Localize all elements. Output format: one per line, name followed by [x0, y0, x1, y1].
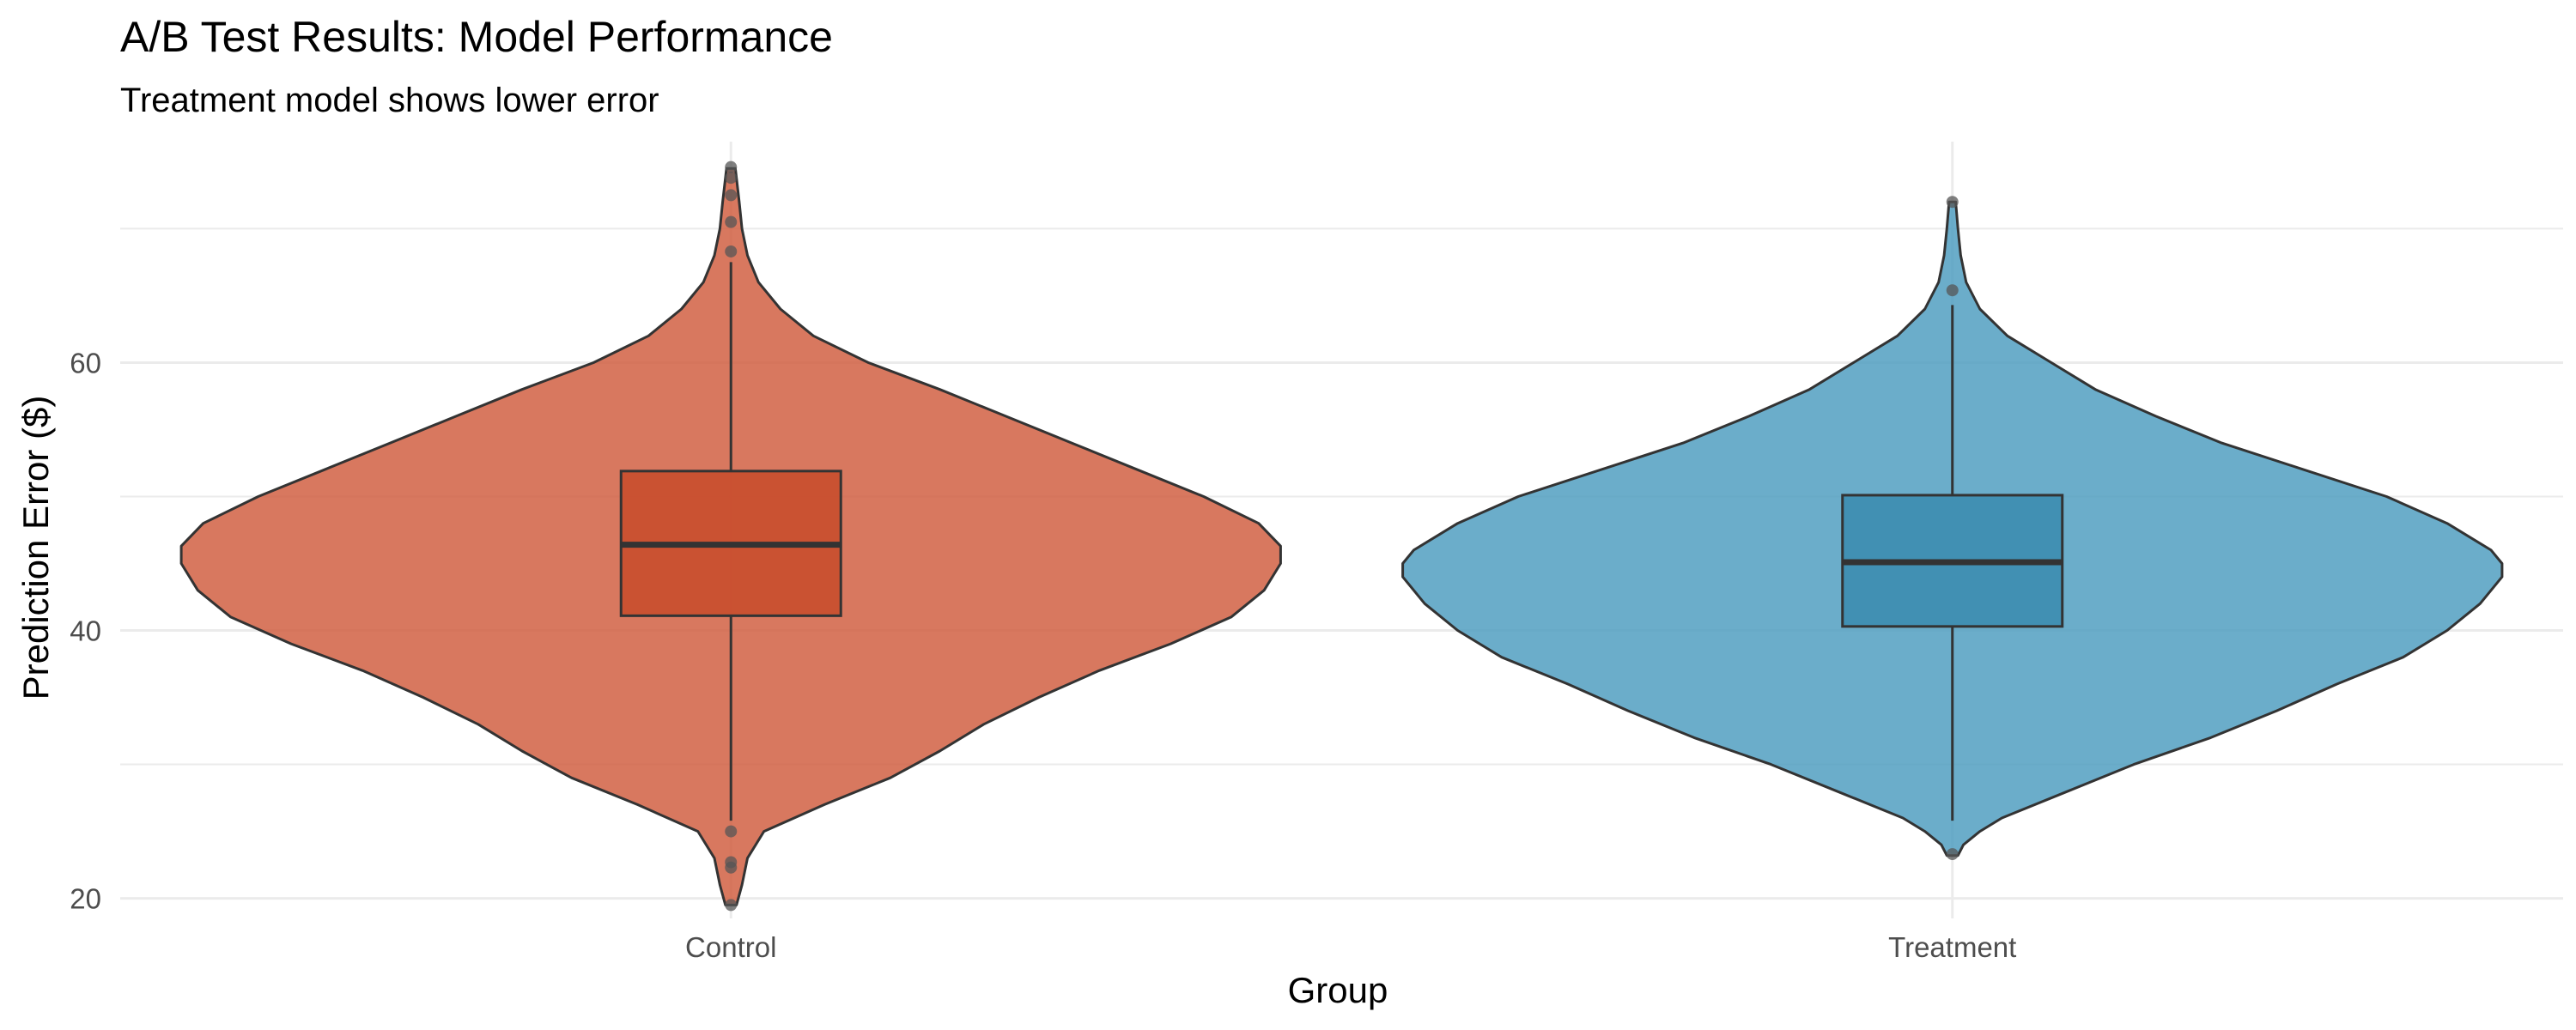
outlier-point — [725, 189, 738, 202]
x-tick-label: Control — [685, 931, 776, 963]
outlier-point — [725, 215, 738, 228]
outlier-point — [725, 856, 738, 869]
y-tick-label: 40 — [70, 615, 101, 647]
outlier-point — [725, 825, 738, 838]
violins — [179, 161, 2504, 912]
outlier-point — [725, 172, 738, 185]
chart-title: A/B Test Results: Model Performance — [120, 13, 833, 61]
chart-subtitle: Treatment model shows lower error — [120, 82, 659, 119]
y-axis-title: Prediction Error ($) — [15, 396, 56, 700]
outlier-point — [1946, 284, 1959, 297]
y-tick-label: 20 — [70, 883, 101, 915]
outlier-point — [725, 245, 738, 258]
x-axis-ticks: Control Treatment — [685, 931, 2016, 963]
outlier-point — [1946, 196, 1959, 209]
outlier-point — [725, 899, 738, 912]
y-tick-label: 60 — [70, 347, 101, 379]
outlier-point — [1946, 848, 1959, 861]
y-axis-ticks: 20 40 60 — [70, 347, 101, 914]
x-axis-title: Group — [1288, 970, 1388, 1010]
x-tick-label: Treatment — [1888, 931, 2016, 963]
outlier-point — [725, 161, 738, 173]
